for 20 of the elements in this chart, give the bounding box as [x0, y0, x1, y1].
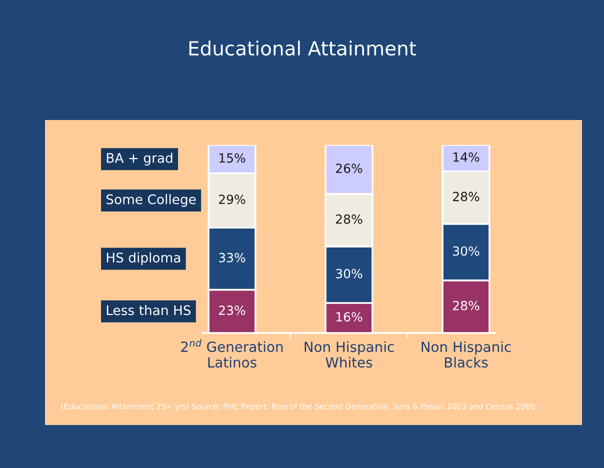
chart-title: Educational Attainment [189, 40, 416, 56]
data-label: 14% [453, 152, 480, 162]
x-tick-label: Non Hispanic Whites [304, 341, 394, 368]
data-label: 16% [336, 312, 362, 322]
data-label: 28% [453, 300, 480, 310]
series-label: Some College [106, 194, 196, 207]
data-label: 28% [453, 192, 480, 202]
data-label: 15% [219, 153, 246, 163]
x-tick-label: 2$^{nd}$ Generation Latinos [181, 339, 283, 368]
data-label: 23% [219, 306, 246, 316]
data-label: 29% [219, 194, 246, 204]
text: HS diploma [106, 252, 180, 266]
data-label: 28% [336, 214, 362, 224]
data-label: 33% [219, 252, 246, 262]
data-label: 30% [453, 246, 480, 256]
data-label: 30% [336, 268, 362, 278]
x-tick-label: Non Hispanic Blacks [422, 341, 511, 368]
data-label: 26% [336, 164, 362, 174]
series-label: Less than HS [106, 304, 191, 316]
text: BA + grad [106, 152, 172, 166]
